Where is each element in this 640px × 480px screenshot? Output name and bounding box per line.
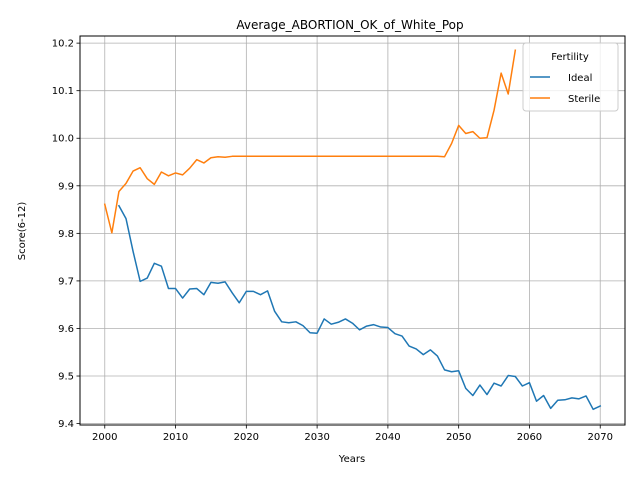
legend-label-ideal: Ideal — [568, 73, 592, 84]
x-tick-label: 2020 — [234, 432, 259, 443]
legend-title: Fertility — [551, 52, 589, 63]
series-line-sterile — [103, 49, 517, 234]
y-axis-label: Score(6-12) — [17, 202, 28, 261]
y-tick-label: 9.9 — [58, 181, 74, 192]
legend-label-sterile: Sterile — [568, 94, 600, 105]
x-axis-label: Years — [338, 454, 365, 465]
y-tick-label: 10.0 — [52, 134, 74, 145]
y-tick-label: 9.5 — [58, 372, 74, 383]
y-axis: 9.4 9.5 9.6 9.7 9.8 9.9 10.0 10.1 10.2 — [52, 39, 80, 430]
legend-box — [522, 42, 619, 112]
x-tick-label: 2060 — [517, 432, 542, 443]
x-tick-label: 2070 — [588, 432, 613, 443]
y-tick-label: 9.6 — [58, 324, 74, 335]
x-tick-label: 2050 — [446, 432, 471, 443]
y-tick-label: 10.2 — [52, 39, 74, 50]
y-tick-label: 9.7 — [58, 276, 74, 287]
series-line-ideal — [117, 204, 602, 411]
x-tick-label: 2010 — [163, 432, 188, 443]
y-tick-label: 9.8 — [58, 229, 74, 240]
chart-title: Average_ABORTION_OK_of_White_Pop — [236, 18, 463, 32]
y-tick-label: 9.4 — [58, 419, 74, 430]
y-tick-label: 10.1 — [52, 86, 74, 97]
series-layer — [103, 49, 602, 411]
x-tick-label: 2030 — [304, 432, 329, 443]
legend: Fertility Ideal Sterile — [522, 42, 619, 112]
x-tick-label: 2000 — [92, 432, 117, 443]
x-axis: 2000 2010 2020 2030 2040 2050 2060 2070 — [92, 425, 613, 443]
plot-frame — [79, 35, 626, 426]
x-tick-label: 2040 — [375, 432, 400, 443]
